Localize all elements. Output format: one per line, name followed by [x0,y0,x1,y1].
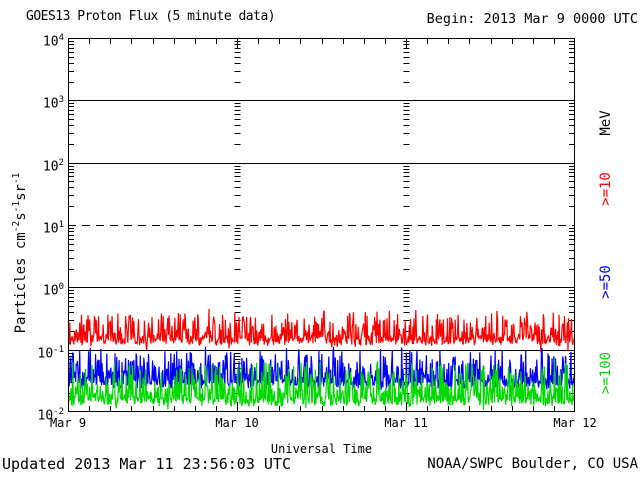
legend-series-50: >=50 [598,265,614,299]
updated-timestamp: Updated 2013 Mar 11 23:56:03 UTC [2,455,291,473]
y-tick-label-10e2: 102 [42,157,64,174]
y-tick-label-10e3: 103 [42,95,64,112]
plot-svg [68,38,575,412]
series-10 [68,308,575,353]
y-tick-label-10e1: 101 [42,220,64,237]
series-50 [68,346,575,390]
x-tick-label-mar-9: Mar 9 [49,416,87,430]
x-axis-title: Universal Time [270,442,373,456]
series-100 [68,359,575,410]
legend-series-100: >=100 [598,351,614,395]
x-tick-label-mar-10: Mar 10 [215,416,259,430]
source-attribution: NOAA/SWPC Boulder, CO USA [427,456,638,472]
x-tick-label-mar-12: Mar 12 [553,416,597,430]
chart-title: GOES13 Proton Flux (5 minute data) [26,9,276,24]
legend-series-10: >=10 [598,172,614,206]
y-axis-title: Particles cm-2s-1sr-1 [11,172,29,334]
x-tick-label-mar-11: Mar 11 [384,416,428,430]
plot-area [68,38,575,412]
y-tick-label-10e4: 104 [42,33,64,50]
begin-time-label: Begin: 2013 Mar 9 0000 UTC [426,11,638,27]
plot-border [68,38,575,412]
y-tick-label-10e-2: 10-2 [37,407,65,424]
legend-title-mev: MeV [598,110,614,136]
y-tick-label-10e0: 100 [42,282,64,299]
y-tick-label-10e-1: 10-1 [37,344,65,361]
